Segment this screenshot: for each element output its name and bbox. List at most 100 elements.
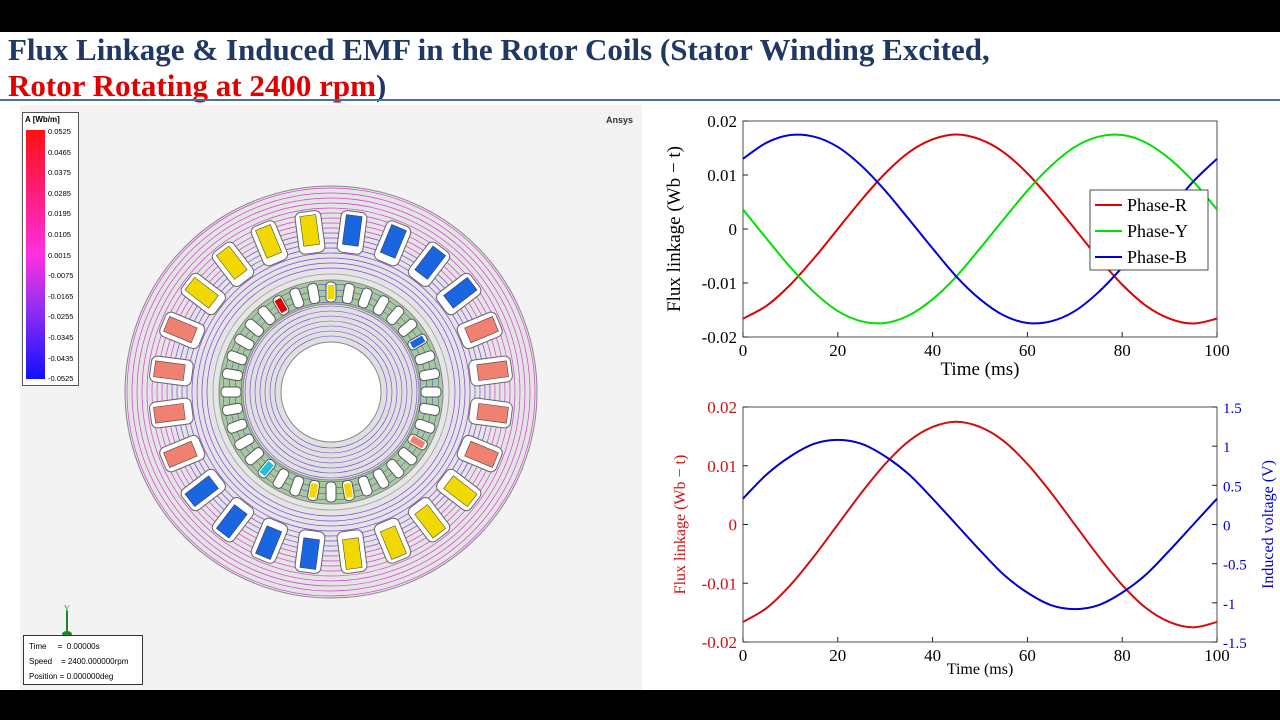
- title-red-text: Rotor Rotating at 2400 rpm: [8, 68, 376, 103]
- flux-contour: [136, 197, 526, 587]
- x-tick-label: 20: [829, 341, 846, 360]
- rotor-slot: [226, 418, 248, 434]
- y-tick-label: -0.01: [702, 574, 737, 593]
- rotor-slot: [357, 287, 373, 309]
- y2-tick-label: -1.5: [1223, 636, 1247, 652]
- stator-coil: [299, 537, 320, 570]
- stator-coil: [184, 276, 219, 309]
- simulation-view: [20, 105, 642, 690]
- rotor-coil-fill: [259, 460, 274, 477]
- rotor-slot: [220, 386, 242, 398]
- rotor-slot-outline: [226, 418, 248, 434]
- colorbar-label: -0.0435: [48, 353, 74, 363]
- y-tick-label: 0: [729, 516, 738, 535]
- title-paren: ): [375, 68, 387, 103]
- stator-coil: [255, 224, 283, 259]
- stator-slot: [180, 468, 226, 512]
- info-time: Time = 0.00000s: [29, 642, 100, 651]
- ansys-logo: Ansys: [606, 115, 634, 125]
- series-line-phase-r: [742, 133, 1218, 325]
- rotor-slot: [418, 402, 441, 416]
- rotor-coil-fill: [327, 285, 335, 299]
- flux-contour: [166, 227, 496, 557]
- stator-slot: [149, 397, 194, 429]
- legend-label: Phase-B: [1127, 247, 1187, 267]
- stator-coil: [464, 440, 499, 468]
- rotor-slot: [418, 368, 441, 382]
- colorbar-label: 0.0015: [48, 250, 71, 260]
- rotor-slot-outline: [244, 447, 265, 466]
- rotor-slot-outline: [257, 305, 276, 326]
- title-line-2: Rotor Rotating at 2400 rpm): [8, 68, 990, 104]
- rotor-slot: [221, 368, 244, 382]
- rotor-slot: [272, 468, 290, 489]
- rotor-slot: [226, 350, 248, 366]
- stator-slot: [180, 272, 226, 316]
- rotor-coil-fill: [409, 335, 426, 349]
- phase-flux-chart: 0 20 40 60 80 100 0.02 0.01 0 -0.01 -0.02 Time (ms)…: [664, 112, 1230, 380]
- x-tick-label: 40: [924, 646, 941, 665]
- y-tick-label: -0.02: [702, 633, 737, 652]
- stator-coil: [153, 403, 186, 424]
- rotor-slot-outline: [220, 386, 242, 398]
- flux-contour: [161, 222, 501, 562]
- flux-contour: [181, 242, 481, 542]
- colorbar-label: 0.0285: [48, 188, 71, 198]
- rotor-slot: [289, 287, 305, 309]
- stator-slot: [250, 517, 289, 564]
- rotor-slot-outline: [386, 458, 405, 479]
- y2-tick-label: 1.5: [1223, 401, 1242, 417]
- y2-tick-label: 0: [1223, 519, 1231, 535]
- rotor-slot: [357, 475, 373, 497]
- rotor-slot-outline: [234, 433, 255, 451]
- flux-contour: [249, 310, 413, 474]
- stator-slot: [294, 210, 326, 255]
- flux-contour: [201, 262, 461, 522]
- stator-slot: [294, 529, 326, 574]
- stator-coil: [163, 316, 198, 344]
- colorbar-legend: A [Wb/m] 0.0525 0.0465 0.0375 0.0285 0.0195 0…: [22, 112, 79, 386]
- stator-slot: [149, 355, 194, 387]
- stator-coil: [414, 245, 447, 280]
- rotor-slot: [397, 318, 418, 337]
- rotor-slot: [234, 433, 255, 451]
- info-speed: Speed = 2400.000000rpm: [29, 657, 129, 666]
- stator-coil: [184, 475, 219, 508]
- rotor-slot-outline: [386, 305, 405, 326]
- x-tick-label: 100: [1204, 341, 1230, 360]
- colorbar-title: A [Wb/m]: [25, 115, 60, 124]
- flux-contour: [206, 267, 456, 517]
- stator-slot: [436, 272, 482, 316]
- x-tick-label: 80: [1114, 341, 1131, 360]
- y-tick-label: -0.02: [702, 328, 737, 347]
- rotor-slot-outline: [418, 402, 441, 416]
- rotor-slot: [221, 402, 244, 416]
- flux-contour: [191, 252, 471, 532]
- rotor-slot-outline: [414, 350, 436, 366]
- stator-coil: [163, 440, 198, 468]
- stator-slot: [336, 529, 368, 574]
- stator-slot: [373, 220, 412, 267]
- rotor-slot: [372, 295, 390, 316]
- rotor-slot: [341, 282, 355, 305]
- x-tick-label: 60: [1019, 341, 1036, 360]
- bottom-black-bar: [0, 690, 1280, 720]
- axis-y-label: Y: [64, 604, 70, 613]
- y-tick-label: -0.01: [702, 274, 737, 293]
- flux-contour: [186, 247, 476, 537]
- stator-coil: [299, 214, 320, 247]
- rotor-slot-outline: [289, 287, 305, 309]
- stator-slot: [407, 241, 451, 287]
- rotor-slot-outline: [372, 295, 390, 316]
- x-axis-label: Time (ms): [940, 359, 1019, 380]
- x-tick-label: 0: [739, 341, 748, 360]
- flux-contour: [259, 320, 403, 464]
- stator-coil: [379, 525, 407, 560]
- stator-coil: [443, 276, 478, 309]
- stator-coil: [215, 245, 248, 280]
- rotor-slot-outline: [234, 333, 255, 351]
- x-tick-label: 100: [1204, 646, 1230, 665]
- stator-coil: [476, 403, 509, 424]
- colorbar-label: -0.0075: [48, 271, 74, 281]
- colorbar-label: 0.0105: [48, 230, 71, 239]
